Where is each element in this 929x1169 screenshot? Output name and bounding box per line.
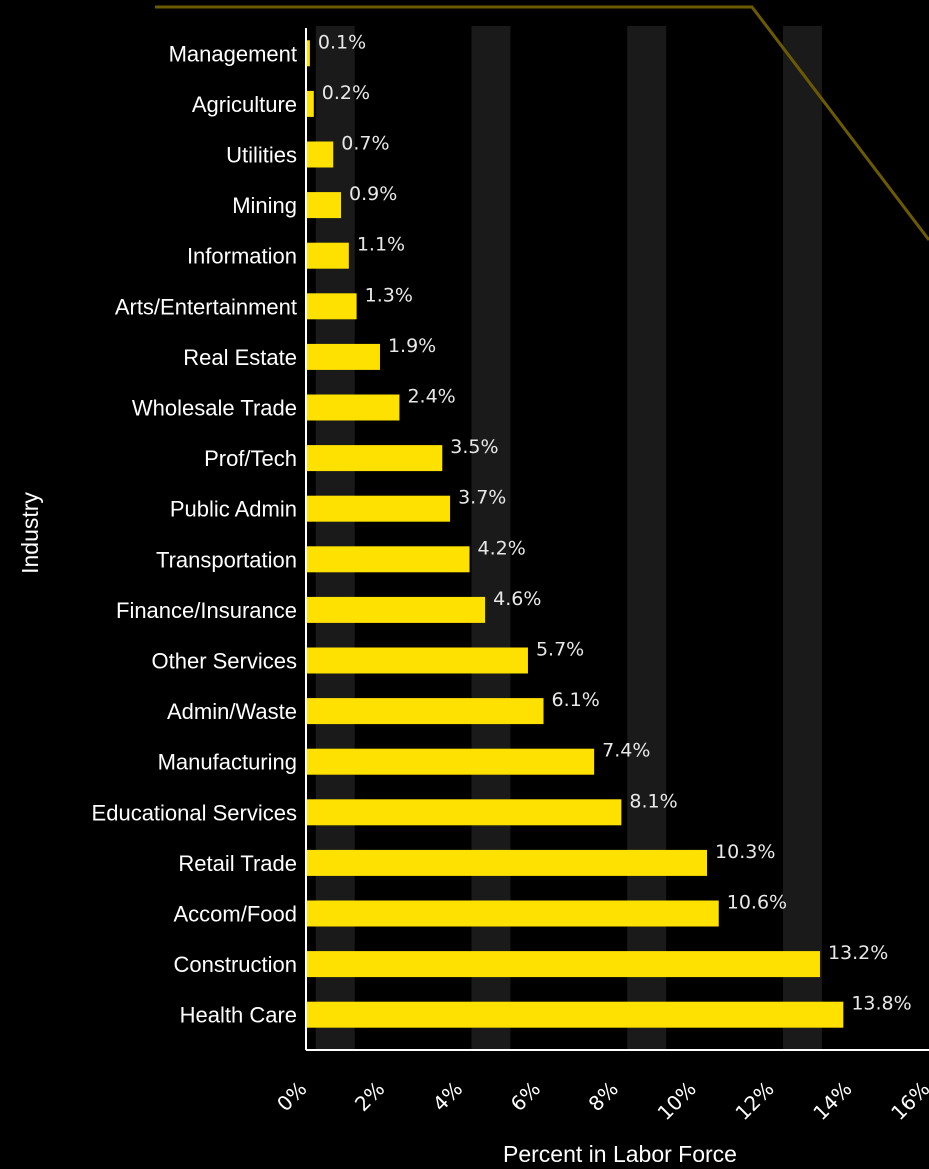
value-label: 4.2%	[478, 537, 526, 559]
value-label: 1.3%	[365, 284, 413, 306]
value-label: 5.7%	[536, 639, 584, 661]
bar	[306, 647, 528, 674]
value-label: 0.7%	[341, 133, 389, 155]
x-tick-label: 6%	[506, 1077, 545, 1116]
category-label: Management	[169, 41, 297, 66]
value-labels: 0.1% 0.2% 0.7% 0.9% 1.1% 1.3% 1.9% 2.4% 3.5% 3.7%…	[318, 31, 912, 1014]
value-label: 0.2%	[322, 82, 370, 104]
category-label: Agriculture	[192, 92, 297, 117]
x-axis-title: Percent in Labor Force	[503, 1141, 737, 1167]
category-label: Manufacturing	[158, 750, 297, 775]
bar	[306, 242, 349, 269]
category-label: Transportation	[156, 547, 297, 572]
value-label: 3.7%	[458, 487, 506, 509]
category-label: Prof/Tech	[204, 446, 297, 471]
category-label: Retail Trade	[178, 851, 297, 876]
bar	[306, 445, 443, 472]
value-label: 13.8%	[851, 993, 911, 1015]
category-label: Finance/Insurance	[116, 598, 297, 623]
value-label: 1.9%	[388, 335, 436, 357]
x-tick-labels: 0% 2% 4% 6% 8% 10% 12% 14% 16%	[272, 1077, 929, 1125]
bar	[306, 596, 486, 623]
bar-series	[306, 40, 844, 1028]
value-label: 0.1%	[318, 31, 366, 53]
bar	[306, 495, 451, 522]
x-tick-label: 12%	[730, 1077, 778, 1125]
category-label: Information	[187, 244, 297, 269]
y-axis-title: Industry	[17, 492, 43, 574]
bar	[306, 698, 544, 725]
bar	[306, 394, 400, 421]
category-label: Mining	[232, 193, 297, 218]
category-label: Real Estate	[183, 345, 297, 370]
grid-band	[627, 26, 667, 1050]
category-label: Health Care	[180, 1003, 297, 1028]
bar	[306, 192, 342, 219]
bar	[306, 546, 470, 573]
grid-band	[782, 26, 822, 1050]
bar	[306, 900, 719, 927]
bar	[306, 951, 820, 978]
bar	[306, 293, 357, 320]
x-tick-label: 2%	[350, 1077, 389, 1116]
bar	[306, 90, 314, 117]
value-label: 13.2%	[828, 942, 888, 964]
value-label: 8.1%	[629, 790, 677, 812]
category-label: Wholesale Trade	[132, 396, 297, 421]
category-label: Arts/Entertainment	[115, 294, 297, 319]
category-label: Accom/Food	[174, 902, 298, 927]
value-label: 7.4%	[602, 740, 650, 762]
bar	[306, 141, 334, 168]
x-tick-label: 10%	[653, 1077, 701, 1125]
category-label: Educational Services	[92, 800, 297, 825]
x-tick-label: 8%	[584, 1077, 623, 1116]
category-label: Construction	[173, 952, 297, 977]
x-tick-label: 4%	[428, 1077, 467, 1116]
x-tick-label: 0%	[272, 1077, 311, 1116]
grid-band	[315, 26, 355, 1050]
bar	[306, 40, 310, 67]
category-label: Other Services	[152, 649, 298, 674]
x-tick-label: 14%	[808, 1077, 856, 1125]
value-label: 0.9%	[349, 183, 397, 205]
value-label: 2.4%	[407, 386, 455, 408]
category-labels: Management Agriculture Utilities Mining Info…	[92, 41, 297, 1027]
grid-band	[471, 26, 511, 1050]
value-label: 10.6%	[727, 892, 787, 914]
value-label: 4.6%	[493, 588, 541, 610]
category-label: Public Admin	[170, 497, 297, 522]
bar	[306, 849, 708, 876]
bar	[306, 799, 622, 826]
bar	[306, 343, 380, 370]
category-label: Utilities	[226, 143, 297, 168]
value-label: 6.1%	[552, 689, 600, 711]
bar	[306, 748, 595, 775]
x-tick-label: 16%	[886, 1077, 929, 1125]
decorative-line	[155, 5, 929, 241]
category-label: Admin/Waste	[167, 699, 297, 724]
value-label: 1.1%	[357, 234, 405, 256]
value-label: 10.3%	[715, 841, 775, 863]
value-label: 3.5%	[450, 436, 498, 458]
bar	[306, 1001, 844, 1028]
